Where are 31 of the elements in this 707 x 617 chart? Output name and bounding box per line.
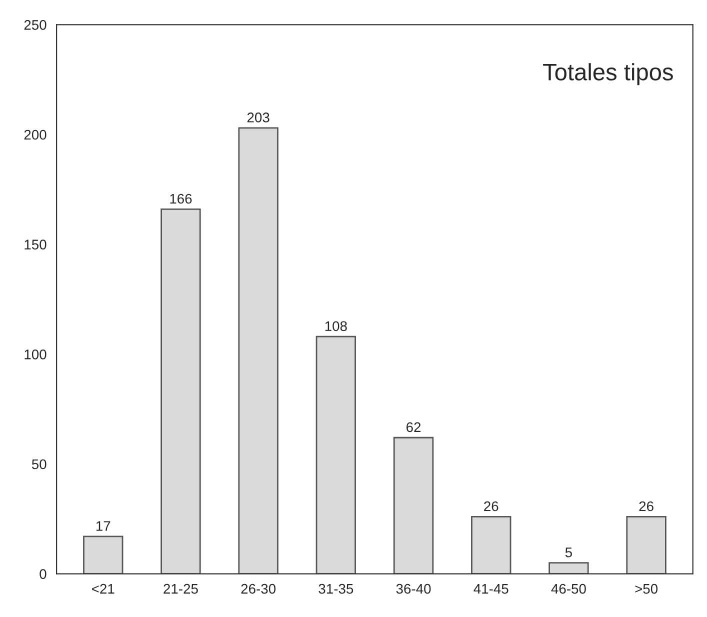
- x-tick-label: 21-25: [164, 584, 198, 594]
- bar: [393, 436, 434, 574]
- y-tick-label: 50: [32, 459, 46, 470]
- data-label: 166: [170, 194, 192, 204]
- x-tick-label: >50: [635, 584, 658, 594]
- y-tick-label: 100: [24, 349, 46, 360]
- bar: [548, 562, 589, 574]
- x-tick-label: 36-40: [396, 584, 431, 594]
- text: Totales tipos: [543, 63, 673, 86]
- x-tick-label: 41-45: [474, 584, 508, 594]
- bar: [238, 127, 278, 574]
- y-tick-label: 150: [24, 240, 46, 250]
- data-label: 62: [406, 422, 421, 432]
- y-tick-label: 200: [24, 130, 46, 140]
- data-label: 26: [484, 501, 498, 512]
- data-label: 26: [639, 501, 654, 512]
- bar: [160, 208, 201, 574]
- y-tick-label: 250: [24, 20, 46, 30]
- data-label: 203: [247, 112, 270, 122]
- data-label: 17: [96, 521, 110, 531]
- data-label: 5: [565, 548, 572, 558]
- bar: [626, 516, 666, 574]
- bar: [316, 336, 356, 574]
- x-tick-label: <21: [92, 584, 114, 594]
- bar: [471, 516, 512, 574]
- x-tick-label: 26-30: [241, 584, 276, 594]
- data-label: 108: [325, 321, 347, 332]
- x-tick-label: 31-35: [318, 584, 354, 594]
- y-tick-label: 0: [40, 569, 46, 579]
- bar: [83, 536, 124, 574]
- x-tick-label: 46-50: [551, 584, 586, 594]
